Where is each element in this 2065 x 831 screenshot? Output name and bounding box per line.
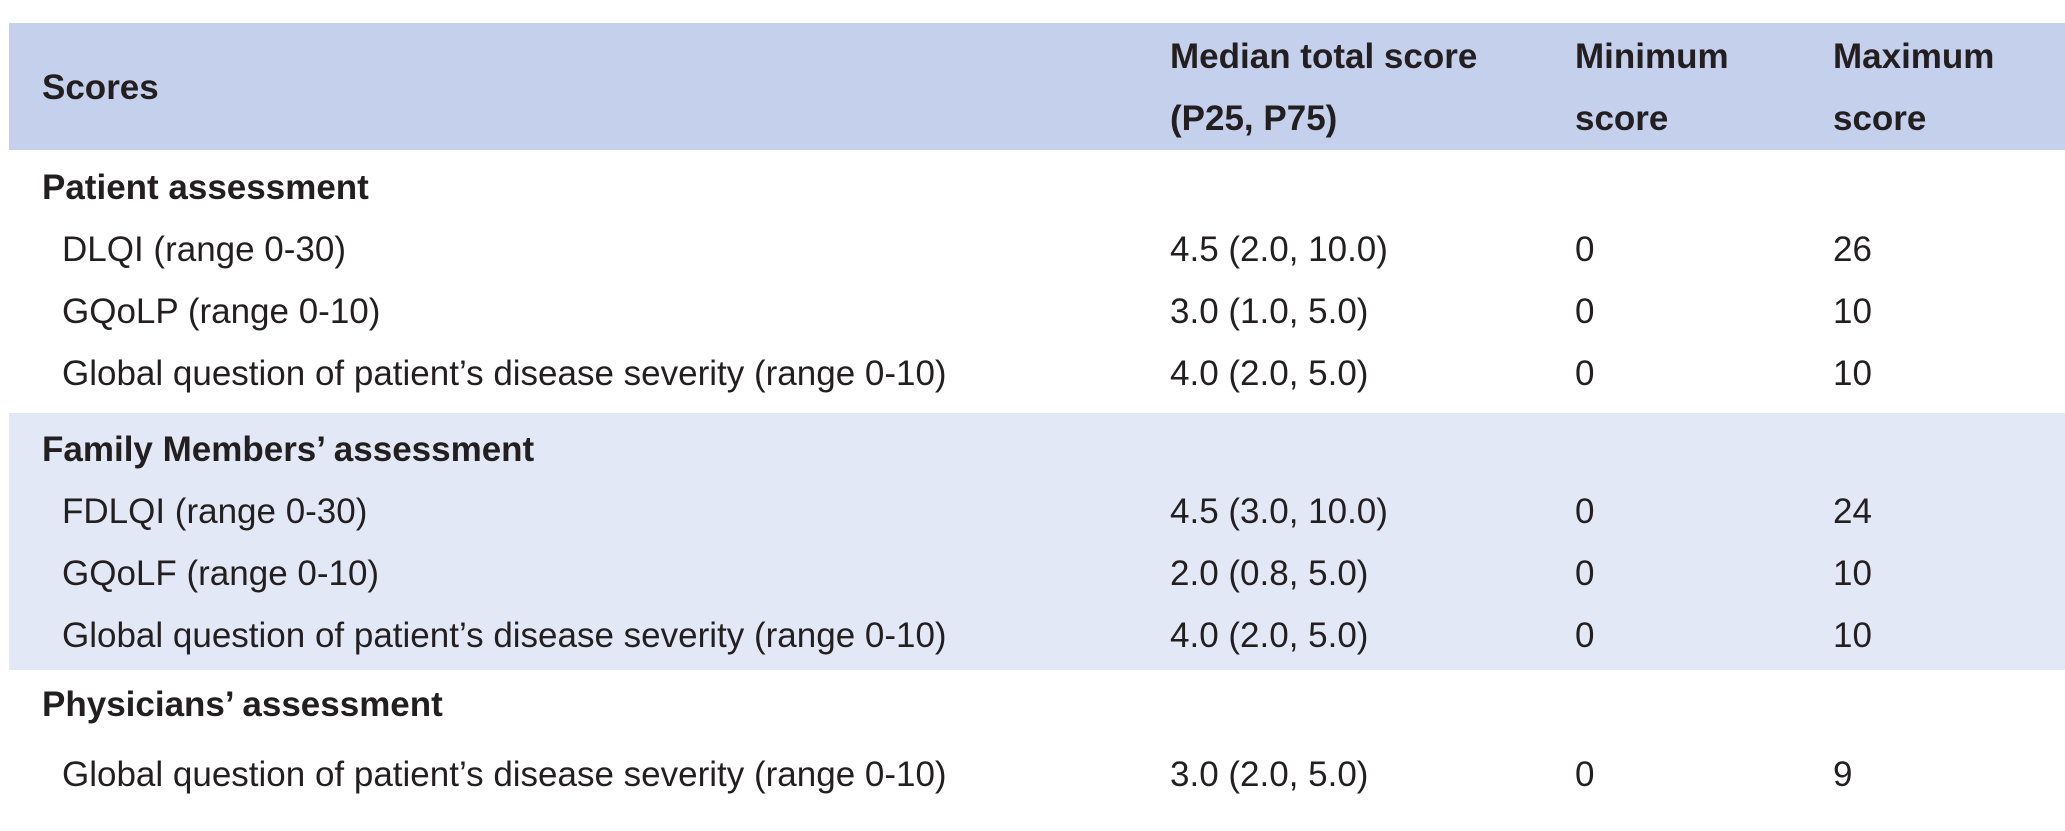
row-maximum: 10 (1833, 554, 1872, 593)
table-row: Global question of patient’s disease sev… (9, 605, 2065, 667)
row-minimum: 0 (1575, 554, 1595, 593)
section-title: Physicians’ assessment (42, 685, 443, 724)
table-row: GQoLF (range 0-10) 2.0 (0.8, 5.0) 0 10 (9, 543, 2065, 605)
header-median-line2: (P25, P75) (1170, 99, 1338, 138)
row-label: Global question of patient’s disease sev… (62, 755, 947, 794)
row-median: 4.0 (2.0, 5.0) (1170, 616, 1369, 655)
row-label: DLQI (range 0-30) (62, 230, 347, 269)
row-minimum: 0 (1575, 616, 1595, 655)
header-median: Median total score (P25, P75) (1170, 23, 1575, 150)
section-patient-assessment: Patient assessment DLQI (range 0-30) 4.5… (9, 150, 2065, 413)
section-heading-row: Family Members’ assessment (9, 419, 2065, 481)
header-scores: Scores (42, 68, 159, 107)
row-median: 3.0 (1.0, 5.0) (1170, 292, 1369, 331)
row-median: 3.0 (2.0, 5.0) (1170, 755, 1369, 794)
table-row: DLQI (range 0-30) 4.5 (2.0, 10.0) 0 26 (9, 219, 2065, 281)
row-label: Global question of patient’s disease sev… (62, 616, 947, 655)
table-row: Global question of patient’s disease sev… (9, 744, 2065, 806)
row-maximum: 24 (1833, 492, 1872, 531)
row-median: 4.5 (2.0, 10.0) (1170, 230, 1388, 269)
row-median: 2.0 (0.8, 5.0) (1170, 554, 1369, 593)
row-minimum: 0 (1575, 230, 1595, 269)
row-minimum: 0 (1575, 755, 1595, 794)
row-minimum: 0 (1575, 492, 1595, 531)
row-maximum: 10 (1833, 292, 1872, 331)
row-median: 4.0 (2.0, 5.0) (1170, 354, 1369, 393)
scores-table: Scores Median total score (P25, P75) Min… (9, 23, 2065, 806)
row-minimum: 0 (1575, 354, 1595, 393)
row-maximum: 10 (1833, 616, 1872, 655)
row-label: GQoLP (range 0-10) (62, 292, 381, 331)
section-physicians-assessment: Physicians’ assessment Global question o… (9, 670, 2065, 806)
row-maximum: 26 (1833, 230, 1872, 269)
table-row: FDLQI (range 0-30) 4.5 (3.0, 10.0) 0 24 (9, 481, 2065, 543)
row-maximum: 10 (1833, 354, 1872, 393)
table-row: GQoLP (range 0-10) 3.0 (1.0, 5.0) 0 10 (9, 281, 2065, 343)
table-header: Scores Median total score (P25, P75) Min… (9, 23, 2065, 150)
section-title: Patient assessment (42, 168, 369, 207)
section-family-assessment: Family Members’ assessment FDLQI (range … (9, 413, 2065, 670)
row-minimum: 0 (1575, 292, 1595, 331)
header-minimum-line1: Minimum (1575, 37, 1729, 76)
section-heading-row: Patient assessment (9, 157, 2065, 219)
header-maximum: Maximum score (1833, 23, 2065, 150)
row-label: GQoLF (range 0-10) (62, 554, 380, 593)
row-median: 4.5 (3.0, 10.0) (1170, 492, 1388, 531)
header-maximum-line2: score (1833, 99, 1927, 138)
section-title: Family Members’ assessment (42, 430, 535, 469)
header-median-line1: Median total score (1170, 37, 1478, 76)
table-row: Global question of patient’s disease sev… (9, 343, 2065, 405)
header-minimum: Minimum score (1575, 23, 1833, 150)
section-heading-row: Physicians’ assessment (9, 674, 2065, 736)
header-maximum-line1: Maximum (1833, 37, 1995, 76)
header-minimum-line2: score (1575, 99, 1669, 138)
row-label: Global question of patient’s disease sev… (62, 354, 947, 393)
row-maximum: 9 (1833, 755, 1853, 794)
row-label: FDLQI (range 0-30) (62, 492, 368, 531)
